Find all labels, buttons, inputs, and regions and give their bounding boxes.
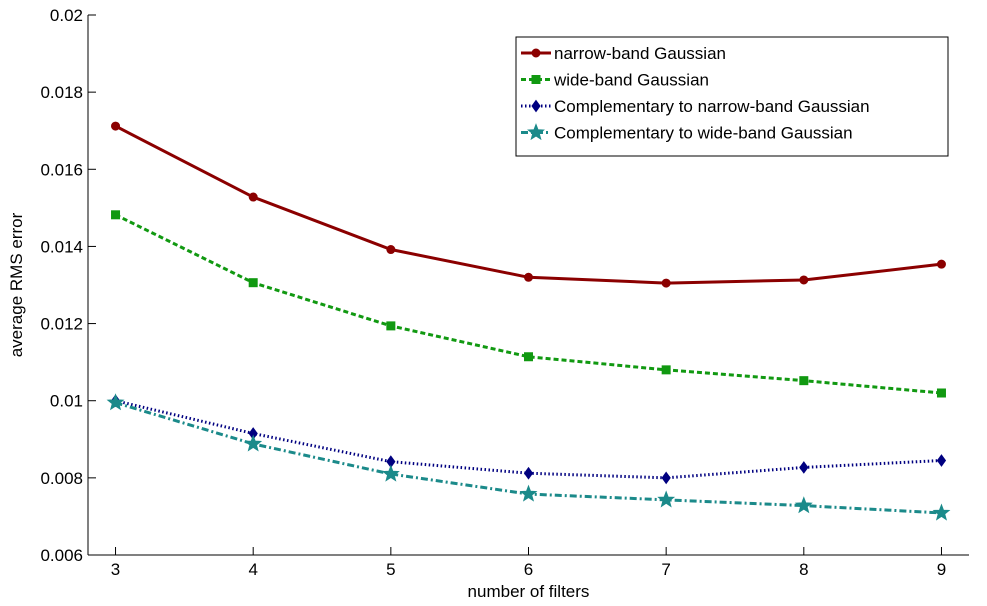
x-tick-label: 6 <box>524 560 533 579</box>
x-tick-label: 7 <box>661 560 670 579</box>
y-tick-label: 0.018 <box>40 83 83 102</box>
series-line <box>114 213 942 395</box>
legend-item: Complementary to wide-band Gaussian <box>521 123 853 143</box>
y-tick-label: 0.01 <box>50 392 83 411</box>
series-line <box>115 399 942 480</box>
series-1 <box>111 210 946 398</box>
data-point <box>248 192 258 202</box>
axes: 3 4 5 6 7 8 9 0.006 0.008 0.01 0.012 0.014 0.016 0.01… <box>40 6 969 579</box>
data-point <box>936 454 947 467</box>
y-tick-label: 0.014 <box>40 237 83 256</box>
data-point <box>386 321 396 331</box>
data-point <box>661 365 671 375</box>
data-point <box>799 275 809 285</box>
data-point <box>111 210 121 220</box>
y-tick-label: 0.02 <box>50 6 83 25</box>
data-point <box>523 466 534 480</box>
series-0 <box>111 121 946 288</box>
data-point <box>524 272 533 282</box>
x-tick-label: 9 <box>937 560 946 579</box>
data-point <box>799 461 809 474</box>
data-point <box>661 471 671 485</box>
data-point <box>106 393 125 411</box>
legend-label: Complementary to narrow-band Gaussian <box>554 97 870 116</box>
data-point <box>111 121 121 131</box>
data-point <box>244 434 263 452</box>
legend-item: Complementary to narrow-band Gaussian <box>521 97 870 116</box>
data-point <box>661 278 671 288</box>
y-tick-label: 0.012 <box>40 315 83 334</box>
x-tick-label: 5 <box>386 560 395 579</box>
data-point <box>936 388 946 398</box>
x-tick-label: 8 <box>799 560 808 579</box>
data-point <box>932 503 951 521</box>
data-point <box>799 376 809 386</box>
series-3 <box>106 393 951 521</box>
data-point <box>381 464 400 482</box>
data-point <box>657 490 676 508</box>
data-point <box>936 259 946 269</box>
x-tick-label: 3 <box>111 560 120 579</box>
data-point <box>519 484 538 502</box>
legend-marker <box>531 48 541 58</box>
legend-item: narrow-band Gaussian <box>521 44 726 63</box>
legend-label: narrow-band Gaussian <box>554 44 726 63</box>
legend-box <box>515 36 949 157</box>
data-point <box>248 278 258 288</box>
legend-marker <box>531 99 541 113</box>
legend-marker <box>527 123 545 141</box>
legend-item: wide-band Gaussian <box>521 71 709 90</box>
legend: narrow-band Gaussian wide-band Gaussian Co… <box>515 36 949 157</box>
x-tick-label: 4 <box>248 560 257 579</box>
y-tick-label: 0.008 <box>40 469 83 488</box>
data-point <box>386 245 396 255</box>
y-tick-label: 0.006 <box>40 546 83 565</box>
legend-marker <box>531 75 541 84</box>
legend-label: wide-band Gaussian <box>553 71 709 90</box>
plot-area <box>106 121 951 521</box>
y-tick-label: 0.016 <box>40 160 83 179</box>
data-point <box>794 496 813 514</box>
x-axis-title: number of filters <box>468 582 590 601</box>
data-point <box>524 352 533 362</box>
y-axis-title: average RMS error <box>7 212 26 357</box>
legend-label: Complementary to wide-band Gaussian <box>554 124 853 143</box>
